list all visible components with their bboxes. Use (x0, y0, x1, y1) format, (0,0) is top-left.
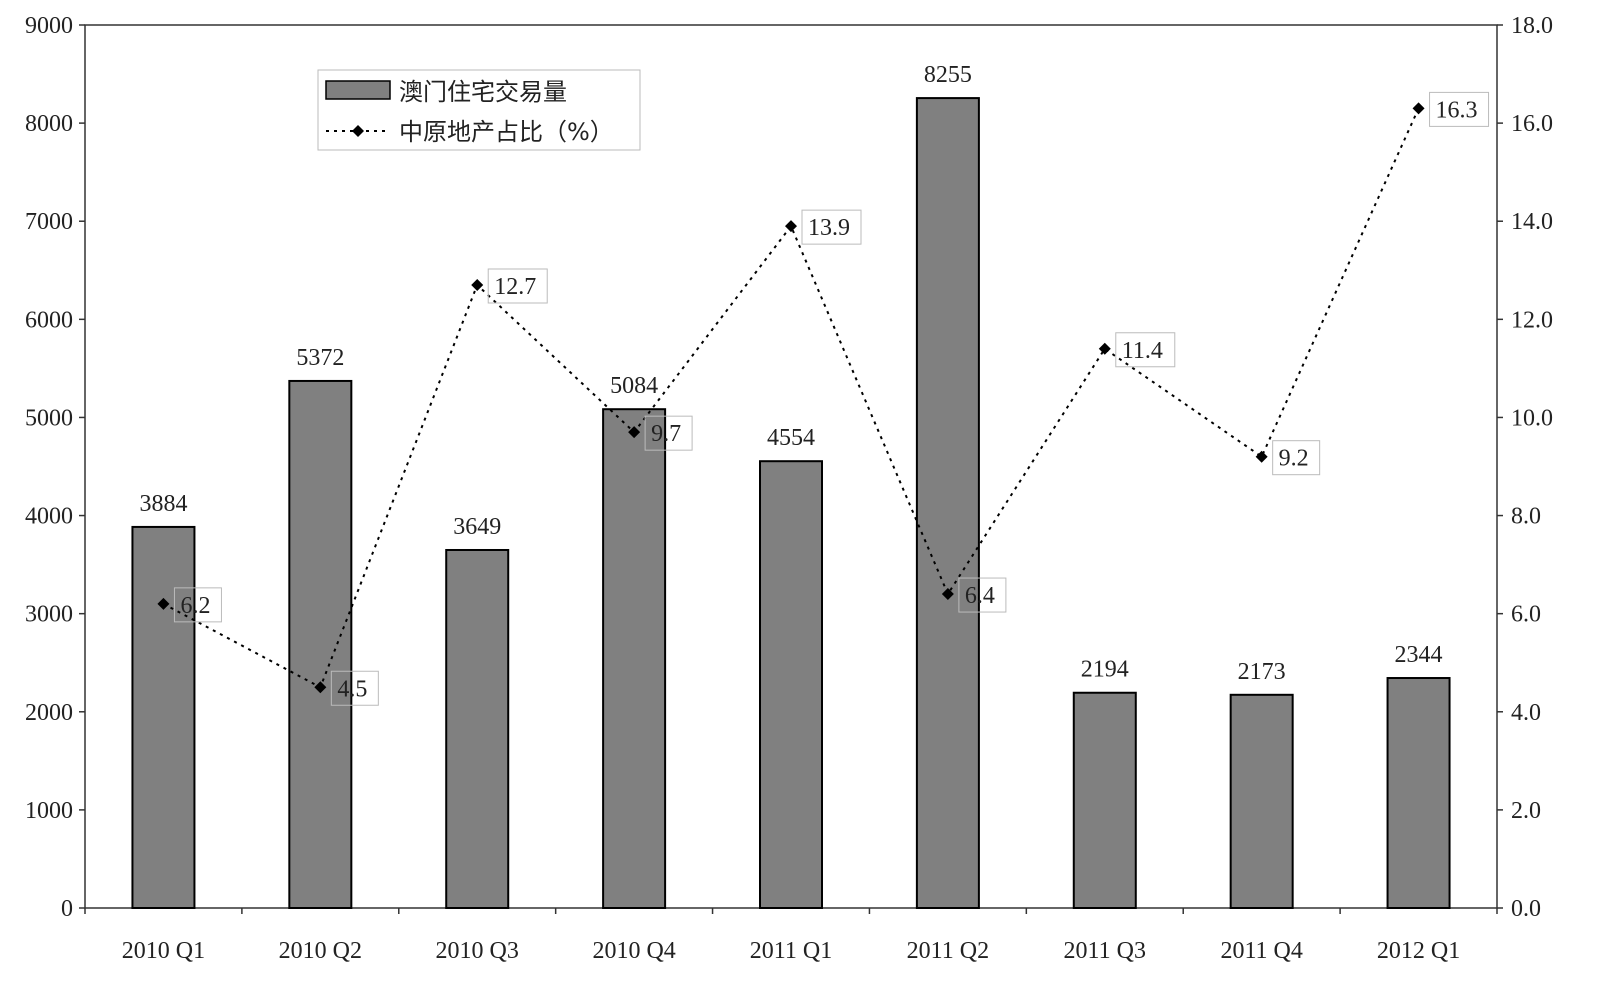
left-tick-label: 9000 (25, 13, 73, 39)
line-value-label: 9.7 (651, 421, 681, 447)
bar-value-label: 5372 (296, 345, 344, 371)
line-value-label: 6.4 (965, 583, 995, 609)
right-tick-label: 18.0 (1511, 13, 1553, 39)
bar (602, 408, 667, 909)
line-marker (314, 681, 327, 694)
right-tick-label: 2.0 (1511, 798, 1541, 824)
left-tick-label: 1000 (25, 798, 73, 824)
bar (131, 525, 196, 910)
line-label-box (1429, 91, 1490, 127)
x-tick-label: 2010 Q1 (122, 938, 205, 964)
right-tick-label: 8.0 (1511, 504, 1541, 530)
x-tick-label: 2011 Q3 (1064, 938, 1146, 964)
right-tick-label: 0.0 (1511, 896, 1541, 922)
legend-line-label: 中原地产占比（%） (399, 118, 614, 146)
right-tick-label: 14.0 (1511, 209, 1553, 235)
x-tick-label: 2011 Q2 (907, 938, 989, 964)
bar-value-label: 2344 (1395, 642, 1443, 668)
line-path (162, 107, 1420, 689)
left-tick-label: 5000 (25, 405, 73, 431)
line-value-label: 13.9 (808, 215, 850, 241)
bar-value-label: 5084 (610, 373, 658, 399)
left-tick-label: 2000 (25, 700, 73, 726)
line-label-box (1115, 332, 1176, 368)
line-label-box (958, 577, 1007, 613)
right-tick-label: 12.0 (1511, 307, 1553, 333)
x-tick-label: 2011 Q1 (750, 938, 832, 964)
line-marker (785, 220, 797, 233)
legend-diamond-marker (352, 125, 364, 137)
bar (759, 460, 823, 909)
bar (445, 548, 510, 909)
left-tick-label: 6000 (25, 307, 73, 333)
right-tick-label: 10.0 (1511, 405, 1553, 431)
bar (1072, 691, 1137, 909)
line-label-box (801, 209, 862, 245)
bar (288, 379, 353, 910)
x-tick-label: 2011 Q4 (1220, 938, 1302, 964)
line-marker (941, 588, 954, 601)
legend-bar-swatch (325, 80, 391, 100)
right-tick-label: 16.0 (1511, 111, 1553, 137)
x-tick-label: 2010 Q2 (279, 938, 362, 964)
legend-bar-label: 澳门住宅交易量 (399, 78, 567, 106)
left-tick-label: 3000 (25, 602, 73, 628)
bar-value-label: 2194 (1081, 657, 1129, 683)
line-value-label: 16.3 (1436, 97, 1478, 123)
right-axis: 0.0 2.0 4.0 6.0 8.0 10.0 12.0 14.0 16.0 18.0 (1497, 13, 1553, 922)
left-axis: 0 1000 2000 3000 4000 5000 6000 7000 8000 9000 (25, 13, 85, 922)
line-marker (471, 278, 484, 291)
bar (915, 97, 980, 910)
line-marker (157, 597, 170, 610)
line-marker (1412, 102, 1425, 115)
line-label-box (330, 670, 379, 706)
left-tick-label: 4000 (25, 504, 73, 530)
bar-value-label: 3649 (453, 514, 501, 540)
line-series: 6.2 4.5 12.7 9.7 13.9 6.4 11.4 9.2 16.3 (157, 91, 1490, 706)
line-value-label: 4.5 (337, 676, 367, 702)
line-label-box (1272, 440, 1321, 476)
x-tick-label: 2010 Q4 (592, 938, 675, 964)
right-tick-label: 6.0 (1511, 602, 1541, 628)
bar-value-label: 2173 (1238, 659, 1286, 685)
line-marker (1255, 450, 1268, 463)
line-value-label: 9.2 (1279, 446, 1309, 472)
x-tick-label: 2012 Q1 (1377, 938, 1460, 964)
line-value-label: 11.4 (1122, 338, 1163, 364)
line-marker (1098, 342, 1111, 355)
line-label-box (644, 415, 693, 451)
line-marker (628, 426, 641, 439)
bar (1229, 693, 1294, 910)
x-axis: 2010 Q1 2010 Q2 2010 Q3 2010 Q4 2011 Q1 2011 … (84, 908, 1498, 964)
legend: 澳门住宅交易量 中原地产占比（%） (317, 69, 641, 151)
bar-series: 3884 5372 3649 5084 4554 8255 2194 2173 2344 (131, 62, 1451, 910)
bar-value-label: 8255 (924, 62, 972, 88)
left-tick-label: 8000 (25, 111, 73, 137)
left-tick-label: 7000 (25, 209, 73, 235)
line-label-box (487, 268, 548, 304)
line-value-label: 12.7 (494, 274, 536, 300)
bar (1386, 677, 1451, 909)
left-tick-label: 0 (61, 896, 73, 922)
x-tick-label: 2010 Q3 (436, 938, 519, 964)
bar-value-label: 3884 (139, 491, 187, 517)
right-tick-label: 4.0 (1511, 700, 1541, 726)
line-label-box (173, 587, 222, 623)
bar-value-label: 4554 (767, 425, 815, 451)
line-value-label: 6.2 (180, 593, 210, 619)
